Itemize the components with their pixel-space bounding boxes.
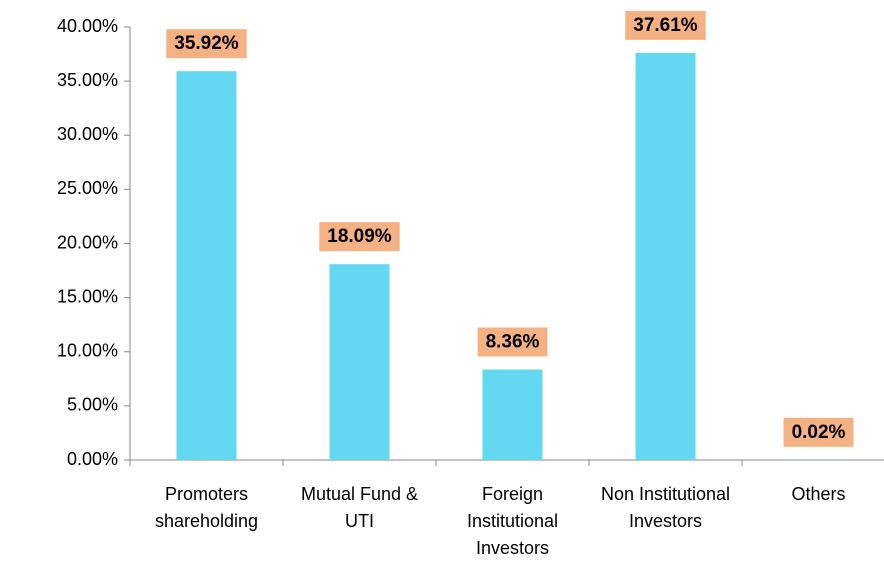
bar <box>482 369 543 460</box>
bar <box>329 264 390 460</box>
y-tick-label: 35.00% <box>57 70 118 90</box>
data-label: 18.09% <box>327 226 392 247</box>
x-tick-line: Institutional <box>467 511 558 531</box>
bar <box>176 71 237 460</box>
y-tick-label: 25.00% <box>57 178 118 198</box>
data-label: 37.61% <box>633 15 698 36</box>
x-tick-line: shareholding <box>155 511 258 531</box>
x-tick-line: UTI <box>345 511 374 531</box>
y-tick-label: 10.00% <box>57 341 118 361</box>
data-label: 35.92% <box>174 33 239 54</box>
y-tick-label: 40.00% <box>57 16 118 36</box>
y-tick-label: 20.00% <box>57 232 118 252</box>
bar <box>635 52 696 460</box>
y-tick-label: 5.00% <box>67 395 118 415</box>
y-tick-label: 0.00% <box>67 449 118 469</box>
data-label: 0.02% <box>792 422 846 443</box>
x-tick-line: Foreign <box>482 484 543 504</box>
x-tick-label: Mutual Fund & UTI <box>301 484 418 531</box>
x-tick-label: Others <box>791 484 845 504</box>
x-tick-line: Investors <box>476 538 549 558</box>
x-tick-line: Others <box>791 484 845 504</box>
x-tick-label: Non Institutional Investors <box>601 484 730 531</box>
x-tick-line: Investors <box>629 511 702 531</box>
x-tick-line: Mutual Fund & <box>301 484 418 504</box>
data-label-box <box>319 222 400 252</box>
y-tick-label: 30.00% <box>57 124 118 144</box>
x-tick-label: Promoters shareholding <box>155 484 258 531</box>
data-label-box <box>783 417 854 447</box>
x-tick-label: Foreign Institutional Investors <box>467 484 558 558</box>
y-tick-label: 15.00% <box>57 286 118 306</box>
data-label-box <box>625 10 706 40</box>
x-tick-line: Non Institutional <box>601 484 730 504</box>
x-tick-line: Promoters <box>165 484 248 504</box>
data-label-box <box>477 327 548 357</box>
data-label: 8.36% <box>486 332 540 353</box>
data-label-box <box>166 29 247 59</box>
